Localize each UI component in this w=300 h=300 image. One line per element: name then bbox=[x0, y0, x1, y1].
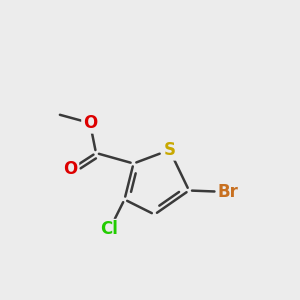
Text: O: O bbox=[63, 160, 78, 178]
Text: Br: Br bbox=[218, 183, 239, 201]
Text: Cl: Cl bbox=[100, 220, 118, 238]
Text: S: S bbox=[164, 141, 175, 159]
Text: O: O bbox=[83, 114, 97, 132]
